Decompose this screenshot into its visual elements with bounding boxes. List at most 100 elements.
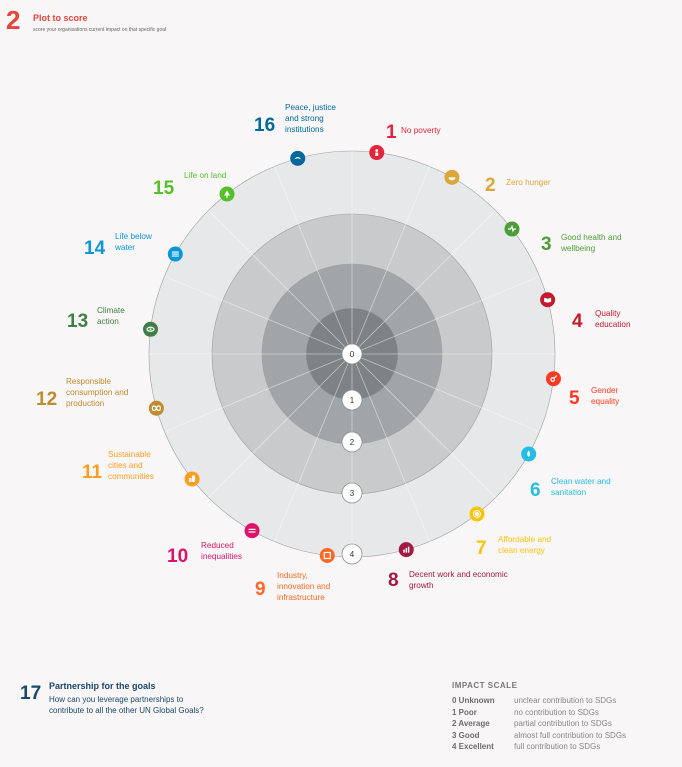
sun-icon: [469, 506, 485, 522]
goal-title: Affordable and clean energy: [498, 535, 552, 555]
equal-icon: [244, 523, 260, 539]
goal-label-8: 8 Decent work and economic growth: [388, 570, 508, 591]
goal-title: No poverty: [401, 126, 441, 135]
dove-icon: [290, 150, 306, 166]
gender-icon: [545, 371, 561, 387]
book-icon: [540, 292, 556, 308]
goal-labels: 1 No poverty 2 Zero hunger 3 Good health and w…: [36, 103, 631, 602]
goal-label-15: 15 Life on land: [153, 171, 227, 199]
goal-number: 2: [485, 175, 496, 196]
score-marker-label: 2: [350, 438, 355, 447]
goal-title: Life on land: [184, 171, 227, 180]
impact-level-description: no contribution to SDGs: [514, 707, 599, 717]
goal-number: 4: [572, 311, 583, 332]
impact-scale-row: 1 Poor no contribution to SDGs: [452, 707, 626, 719]
goal-number: 7: [476, 538, 487, 559]
spoke-line: [208, 353, 353, 498]
goal-title: Industry, innovation and infrastructure: [277, 571, 331, 602]
goal-label-9: 9 Industry, innovation and infrastructure: [255, 571, 331, 602]
spoke-line: [273, 166, 353, 355]
goal-title: Climate action: [97, 306, 125, 326]
goal-label-4: 4 Quality education: [572, 309, 631, 332]
impact-level: 4 Excellent: [452, 742, 494, 751]
score-marker-2[interactable]: 2: [341, 431, 363, 453]
goal-title: Good health and wellbeing: [560, 233, 622, 253]
goal-title: Responsible consumption and production: [66, 377, 129, 408]
score-marker-label: 0: [350, 350, 355, 359]
score-marker-3[interactable]: 3: [341, 482, 363, 504]
ring-score-markers[interactable]: 0 1 2 3 4: [341, 343, 363, 565]
eye-globe-icon: [143, 321, 159, 337]
spoke-line: [164, 275, 353, 355]
impact-scale-row: 2 Average partial contribution to SDGs: [452, 718, 626, 730]
impact-level: 3 Good: [452, 730, 480, 740]
spoke-line: [351, 353, 496, 498]
step-subtitle: score your organisations current impact …: [33, 27, 167, 33]
goal-label-3: 3 Good health and wellbeing: [541, 233, 622, 255]
goal-17-number: 17: [20, 683, 42, 704]
score-marker-1[interactable]: 1: [341, 389, 363, 411]
step-title: Plot to score: [33, 13, 88, 23]
score-marker-label: 1: [350, 396, 355, 405]
score-marker-4[interactable]: 4: [341, 543, 363, 565]
goal-label-16: 16 Peace, justice and strong institutions: [254, 103, 336, 136]
goal-label-12: 12 Responsible consumption and production: [36, 377, 129, 410]
spoke-line: [164, 353, 353, 433]
impact-level-description: unclear contribution to SDGs: [514, 696, 617, 705]
goal-number: 9: [255, 579, 266, 600]
spoke-line: [351, 210, 496, 355]
goal-icons: [143, 145, 561, 563]
goal-number: 11: [82, 462, 103, 483]
fish-icon: [167, 246, 183, 262]
impact-scale-title: IMPACT SCALE: [452, 681, 518, 690]
spoke-line: [351, 353, 431, 542]
cubes-icon: [319, 547, 335, 563]
goal-number: 12: [36, 389, 57, 410]
goal-label-14: 14 Life below water: [84, 232, 152, 259]
water-drop-icon: [521, 446, 537, 462]
goal-label-6: 6 Clean water and sanitation: [530, 477, 611, 501]
goal-spokes: [149, 151, 555, 557]
goal-title: Gender equality: [591, 386, 620, 406]
goal-title: Decent work and economic growth: [409, 570, 508, 590]
goal-number: 8: [388, 570, 399, 591]
goal-label-2: 2 Zero hunger: [485, 175, 551, 196]
impact-level-description: full contribution to SDGs: [514, 742, 601, 751]
goal-title: Clean water and sanitation: [551, 477, 611, 497]
goal-number: 14: [84, 238, 106, 259]
score-marker-0[interactable]: 0: [341, 343, 363, 365]
goal-title: Sustainable cities and communities: [108, 450, 154, 481]
impact-scale-row: 4 Excellent full contribution to SDGs: [452, 741, 626, 753]
spoke-line: [351, 353, 540, 433]
goal-title: Reduced inequalities: [201, 541, 242, 561]
goal-label-7: 7 Affordable and clean energy: [476, 535, 552, 559]
goal-number: 13: [67, 311, 88, 332]
impact-level-description: almost full contribution to SDGs: [514, 730, 627, 740]
chart-icon: [398, 542, 414, 558]
buildings-icon: [184, 471, 200, 487]
goal-number: 16: [254, 115, 275, 136]
goal-number: 15: [153, 178, 175, 199]
spoke-line: [351, 275, 540, 355]
goal-label-10: 10 Reduced inequalities: [167, 541, 242, 567]
spoke-line: [208, 210, 353, 355]
impact-scale-legend: IMPACT SCALE 0 Unknown unclear contributi…: [452, 681, 626, 753]
score-marker-label: 4: [350, 550, 355, 559]
bowl-icon: [444, 169, 460, 185]
infinity-icon: [148, 400, 164, 416]
goal-17-title: Partnership for the goals: [49, 681, 156, 691]
goal-title: Zero hunger: [506, 178, 551, 187]
goal-label-13: 13 Climate action: [67, 306, 125, 332]
goal-17-description: How can you leverage partnerships to con…: [49, 695, 204, 715]
goal-title: Peace, justice and strong institutions: [285, 103, 336, 134]
goal-number: 3: [541, 234, 552, 255]
goal-label-1: 1 No poverty: [386, 122, 441, 143]
goal-title: Life below water: [114, 232, 152, 252]
step-number: 2: [6, 5, 21, 35]
score-marker-label: 3: [350, 489, 355, 498]
tree-icon: [219, 186, 235, 202]
goal-label-5: 5 Gender equality: [569, 386, 620, 409]
impact-level-description: partial contribution to SDGs: [514, 719, 612, 728]
